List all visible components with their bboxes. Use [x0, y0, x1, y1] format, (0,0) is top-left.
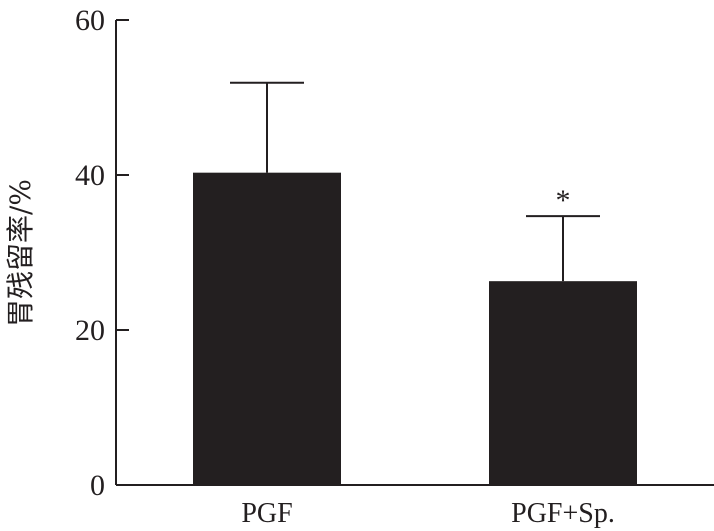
bars: [193, 172, 637, 486]
x-category-label: PGF: [241, 498, 292, 529]
error-bars: [230, 81, 600, 282]
y-tick-label: 40: [75, 159, 105, 192]
significance-annotations: *: [556, 184, 571, 217]
y-axis-label: 胃残留率/%: [4, 179, 37, 327]
x-category-labels: PGF PGF+Sp.: [241, 498, 615, 529]
y-tick-label: 20: [75, 314, 105, 347]
bar-1: [193, 172, 341, 486]
y-tick-label: 0: [90, 469, 105, 502]
x-category-label: PGF+Sp.: [511, 498, 615, 529]
significance-marker: *: [556, 184, 571, 217]
y-ticks: 0 20 40 60: [75, 4, 129, 502]
y-tick-label: 60: [75, 4, 105, 37]
bar-2: [489, 281, 637, 485]
